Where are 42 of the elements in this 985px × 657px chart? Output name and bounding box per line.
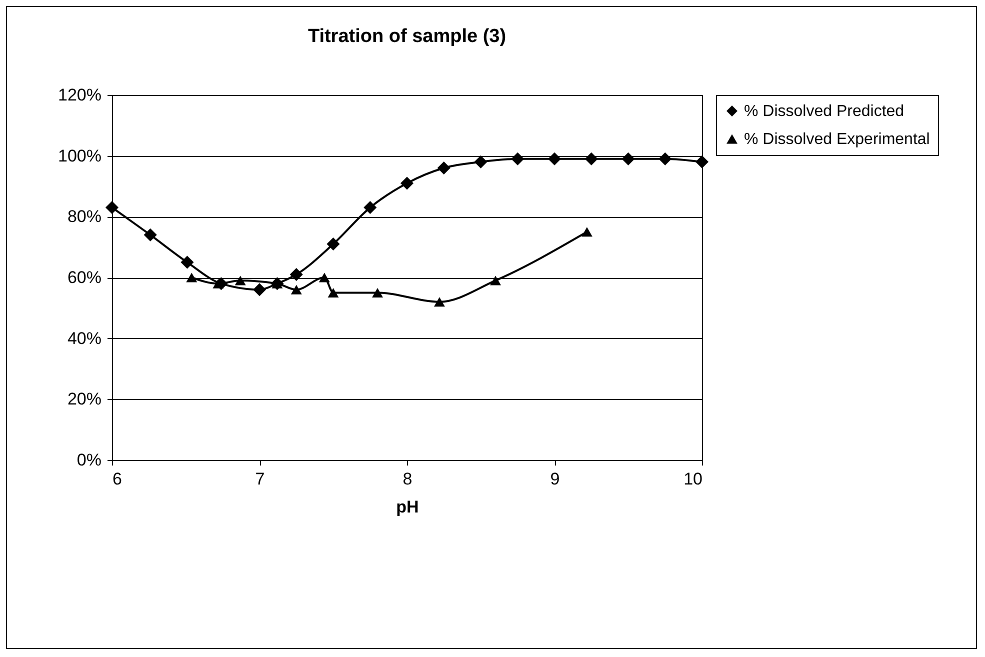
point bbox=[584, 152, 598, 166]
point bbox=[364, 201, 377, 214]
point bbox=[548, 152, 562, 166]
point bbox=[212, 278, 224, 288]
y-tick-label: 40% bbox=[67, 328, 102, 348]
point bbox=[622, 152, 635, 166]
point bbox=[318, 272, 330, 282]
point bbox=[474, 155, 488, 168]
y-tick-label: 80% bbox=[67, 207, 102, 226]
legend-label: % Dissolved Predicted bbox=[744, 103, 904, 120]
x-tick-label: 6 bbox=[112, 470, 122, 488]
x-tick-label: 8 bbox=[402, 470, 412, 488]
point bbox=[437, 161, 450, 175]
point bbox=[234, 276, 246, 286]
point bbox=[290, 268, 303, 281]
legend-label: % Dissolved Experimental bbox=[744, 131, 930, 148]
chart-title: Titration of sample (3) bbox=[308, 26, 506, 47]
y-tick-label: 120% bbox=[58, 86, 102, 104]
point bbox=[105, 201, 119, 214]
y-tick-label: 100% bbox=[58, 146, 102, 166]
x-tick-label: 10 bbox=[684, 470, 702, 488]
x-axis-title: pH bbox=[396, 498, 419, 516]
point bbox=[328, 288, 339, 298]
point bbox=[434, 297, 445, 307]
y-tick-label: 0% bbox=[76, 450, 102, 470]
point bbox=[511, 152, 524, 166]
point bbox=[186, 272, 198, 282]
point bbox=[372, 288, 383, 298]
point bbox=[290, 284, 302, 294]
point bbox=[490, 276, 501, 286]
x-tick-label: 7 bbox=[255, 470, 265, 488]
x-tick-label: 9 bbox=[550, 470, 560, 488]
point bbox=[695, 155, 709, 168]
point bbox=[144, 228, 157, 242]
y-tick-label: 20% bbox=[67, 390, 102, 409]
point bbox=[581, 227, 592, 237]
point bbox=[180, 256, 194, 269]
point bbox=[658, 152, 672, 166]
y-tick-label: 60% bbox=[67, 268, 102, 287]
point bbox=[252, 283, 266, 296]
point bbox=[400, 176, 414, 190]
point bbox=[326, 238, 340, 251]
